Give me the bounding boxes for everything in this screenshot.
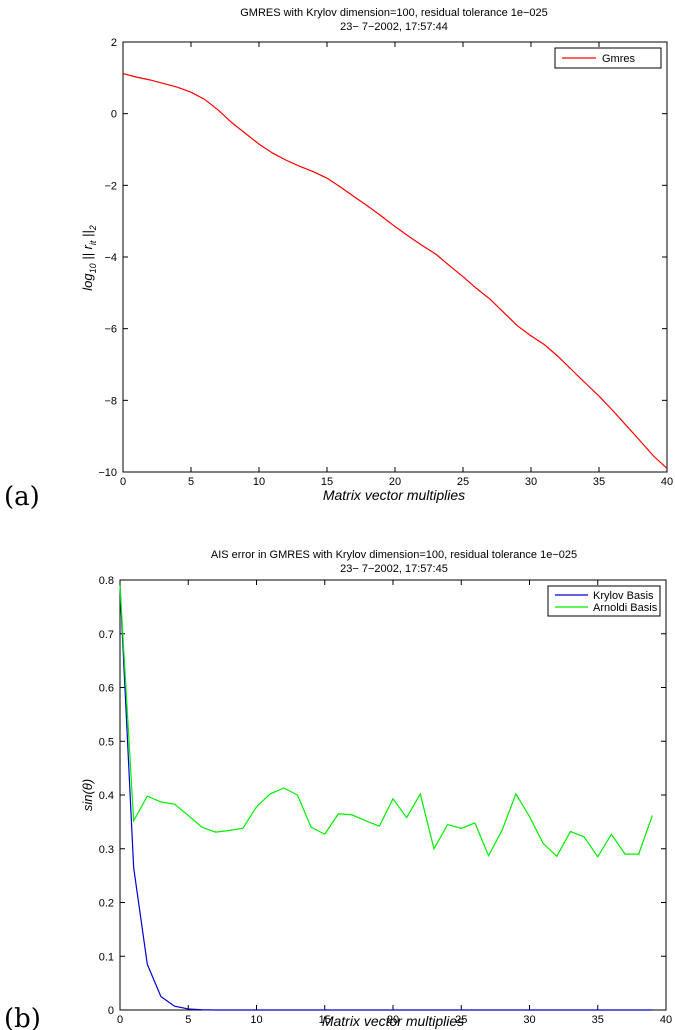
- x-tick-label: 25: [457, 476, 469, 488]
- legend-a: Gmres: [554, 47, 662, 69]
- y-tick-label: 0: [108, 1005, 114, 1017]
- y-axis-label-a: log10 || rit ||2: [80, 225, 98, 291]
- legend-label-krylov: Krylov Basis: [593, 590, 654, 602]
- legend-label-arnoldi: Arnoldi Basis: [593, 602, 658, 614]
- y-tick-label: 0.2: [99, 898, 114, 910]
- x-tick-label: 25: [455, 1014, 467, 1026]
- legend-label-gmres: Gmres: [602, 53, 636, 65]
- x-tick-label: 35: [593, 476, 605, 488]
- series-line-arnoldi-basis: [119, 585, 653, 858]
- ticks-b: 0 5 10 15 20 25 30 35 40 0 0.1 0.2 0.3 0.4 0.5 0.6 0.7 0.…: [99, 575, 672, 1026]
- y-tick-label: 0.1: [99, 951, 114, 963]
- x-tick-label: 0: [117, 1014, 123, 1026]
- x-tick-label: 10: [253, 476, 265, 488]
- x-tick-label: 40: [661, 476, 673, 488]
- legend-box-a: [554, 47, 662, 69]
- legend-b: Krylov Basis Arnoldi Basis: [547, 585, 661, 617]
- y-tick-label: 0.5: [99, 736, 114, 748]
- x-tick-label: 10: [250, 1014, 262, 1026]
- subtitle-a: 23− 7−2002, 17:57:44: [340, 21, 448, 33]
- y-tick-label: 2: [111, 37, 117, 49]
- y-tick-label: 0.8: [99, 575, 114, 587]
- x-tick-label: 20: [389, 476, 401, 488]
- title-b: AIS error in GMRES with Krylov dimension…: [211, 549, 577, 561]
- y-tick-label: 0.3: [99, 844, 114, 856]
- panel-a: GMRES with Krylov dimension=100, residua…: [4, 7, 673, 512]
- panel-label-b: (b): [4, 1004, 41, 1030]
- x-tick-label: 30: [523, 1014, 535, 1026]
- ylabel-a-mid: || r: [80, 244, 95, 263]
- subtitle-b: 23− 7−2002, 17:57:45: [340, 563, 448, 575]
- y-tick-label: −10: [98, 467, 117, 479]
- legend-box-b: [547, 585, 661, 617]
- y-tick-label: −4: [104, 252, 117, 264]
- x-tick-label: 5: [188, 476, 194, 488]
- plot-frame-b: [119, 579, 667, 1011]
- x-tick-label: 15: [319, 1014, 331, 1026]
- series-line-gmres: [122, 72, 668, 469]
- series-line-krylov-basis: [119, 585, 653, 1011]
- x-tick-label: 35: [592, 1014, 604, 1026]
- x-tick-label: 15: [321, 476, 333, 488]
- ylabel-a-main: log: [80, 273, 95, 291]
- y-tick-label: 0: [111, 109, 117, 121]
- x-axis-label-a: Matrix vector multiplies: [323, 487, 465, 503]
- ylabel-a-sub2: it: [88, 240, 98, 245]
- y-axis-label-b: sin(θ): [80, 779, 95, 811]
- plot-frame-a: [122, 41, 668, 473]
- series-group-b: [119, 585, 653, 1011]
- panel-b: AIS error in GMRES with Krylov dimension…: [4, 549, 672, 1030]
- x-tick-label: 30: [525, 476, 537, 488]
- ylabel-a-sub1: 10: [88, 263, 98, 273]
- y-tick-label: −8: [104, 395, 117, 407]
- x-tick-label: 0: [120, 476, 126, 488]
- panel-label-a: (a): [4, 482, 40, 512]
- ylabel-a-end: ||: [80, 230, 95, 240]
- x-tick-label: 5: [185, 1014, 191, 1026]
- y-tick-label: 0.7: [99, 629, 114, 641]
- x-tick-label: 20: [387, 1014, 399, 1026]
- y-tick-label: 0.6: [99, 683, 114, 695]
- y-tick-label: 0.4: [99, 790, 114, 802]
- ylabel-a-sub3: 2: [88, 225, 98, 231]
- title-a: GMRES with Krylov dimension=100, residua…: [240, 7, 548, 19]
- series-group-a: [122, 72, 668, 469]
- x-axis-label-b: Matrix vector multiplies: [322, 1013, 464, 1029]
- x-tick-label: 40: [660, 1014, 672, 1026]
- y-tick-label: −6: [104, 324, 117, 336]
- y-tick-label: −2: [104, 180, 117, 192]
